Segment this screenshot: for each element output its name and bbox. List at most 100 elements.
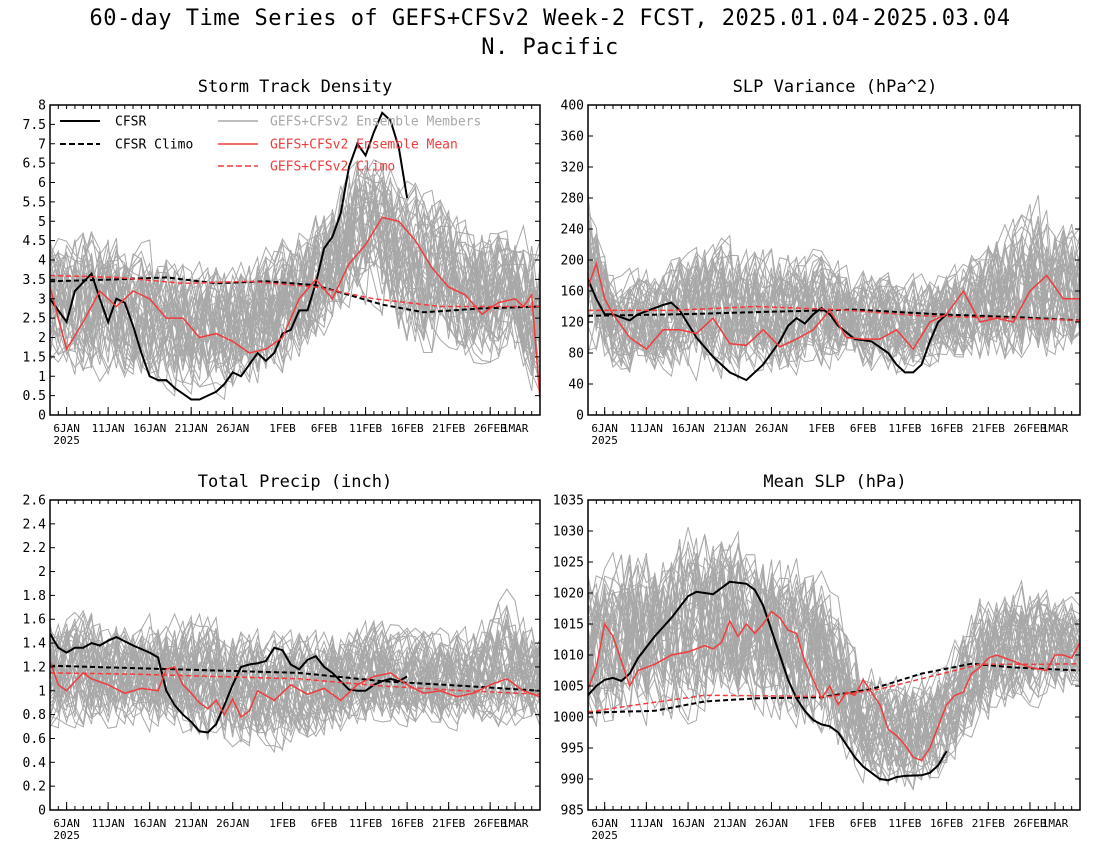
ensemble-member-line	[50, 621, 540, 734]
y-tick-label: 1.6	[23, 613, 46, 628]
x-tick-label: 21JAN	[175, 422, 208, 435]
y-tick-label: 8	[38, 99, 46, 114]
x-tick-label: 11JAN	[92, 422, 125, 435]
series-line-gefs-cfsv2-ensemble-mean	[588, 261, 1080, 351]
y-tick-label: 5.5	[23, 195, 46, 210]
series-line-gefs-cfsv2-ensemble-mean	[50, 216, 540, 400]
x-tick-label: 16FEB	[930, 817, 963, 830]
x-tick-label: 1FEB	[269, 817, 296, 830]
y-tick-label: 0.2	[23, 780, 46, 795]
x-tick-label: 11FEB	[349, 817, 382, 830]
series-line-cfsr-climo	[50, 664, 540, 692]
x-tick-label: 26FEB	[1013, 817, 1046, 830]
legend-label-gefs-cfsv2-climo: GEFS+CFSv2 Climo	[270, 160, 395, 175]
legend-label-cfsr-climo: CFSR Climo	[115, 138, 193, 153]
legend-label-gefs-cfsv2-ensemble-members: GEFS+CFSv2 Ensemble Members	[270, 115, 481, 130]
x-tick-label: 16JAN	[672, 422, 705, 435]
y-tick-label: 985	[561, 804, 584, 819]
panel-title: Mean SLP (hPa)	[763, 472, 906, 492]
y-tick-label: 0.6	[23, 732, 46, 747]
ensemble-member-line	[588, 553, 1080, 775]
y-tick-label: 7.5	[23, 118, 46, 133]
x-tick-label: 21JAN	[713, 817, 746, 830]
ensemble-member-line	[50, 612, 540, 732]
y-tick-label: 40	[568, 378, 584, 393]
ensemble-member-line	[588, 223, 1080, 371]
y-tick-label: 240	[561, 223, 584, 238]
x-tick-label: 6JAN	[591, 817, 618, 830]
y-tick-label: 0.4	[23, 756, 47, 771]
x-tick-label: 26FEB	[1013, 422, 1046, 435]
x-tick-label: 1FEB	[808, 817, 835, 830]
x-tick-label: 11FEB	[888, 817, 921, 830]
ensemble-member-line	[50, 182, 540, 388]
x-tick-label: 21FEB	[972, 817, 1005, 830]
x-tick-label: 21FEB	[432, 422, 465, 435]
y-tick-label: 1.4	[23, 637, 47, 652]
plot-area	[50, 588, 540, 754]
y-tick-label: 120	[561, 316, 584, 331]
y-tick-label: 200	[561, 254, 584, 269]
series-line-cfsr	[50, 632, 408, 734]
ensemble-member-line	[588, 195, 1080, 374]
chart-panel-mean-slp-hpa: 985 990 995 1000 1005 1010 1015 1020 1025 1030 103…	[553, 472, 1081, 842]
ensemble-member-line	[50, 168, 540, 382]
x-tick-label: 26FEB	[474, 422, 507, 435]
ensemble-member-line	[588, 554, 1080, 785]
y-tick-label: 1005	[553, 680, 584, 695]
ensemble-member-line	[588, 556, 1080, 770]
ensemble-member-line	[50, 625, 540, 725]
x-year-label: 2025	[53, 434, 80, 447]
x-year-label: 2025	[53, 829, 80, 842]
y-tick-label: 3.5	[23, 273, 46, 288]
plot-frame	[587, 104, 1081, 416]
x-tick-label: 26JAN	[216, 422, 249, 435]
legend-label-cfsr: CFSR	[115, 115, 146, 130]
y-tick-label: 0	[38, 409, 46, 424]
ensemble-member-line	[588, 572, 1080, 768]
x-tick-label: 1FEB	[808, 422, 835, 435]
x-tick-label: 21FEB	[432, 817, 465, 830]
page-subtitle: N. Pacific	[481, 35, 619, 60]
x-tick-label: 26JAN	[755, 817, 788, 830]
ensemble-member-line	[50, 185, 540, 384]
x-tick-label: 16JAN	[672, 817, 705, 830]
x-tick-label: 21FEB	[972, 422, 1005, 435]
y-tick-label: 1030	[553, 525, 584, 540]
x-tick-label: 11FEB	[349, 422, 382, 435]
page-title: 60-day Time Series of GEFS+CFSv2 Week-2 …	[89, 6, 1011, 31]
y-tick-label: 1025	[553, 556, 584, 571]
y-tick-label: 1.2	[23, 660, 46, 675]
x-tick-label: 16FEB	[930, 422, 963, 435]
x-year-label: 2025	[591, 434, 618, 447]
ensemble-member-line	[588, 247, 1080, 371]
ensemble-member-line	[50, 630, 540, 744]
y-tick-label: 7	[38, 137, 46, 152]
x-tick-label: 11JAN	[630, 422, 663, 435]
x-tick-label: 16FEB	[391, 422, 424, 435]
x-tick-label: 6FEB	[850, 817, 877, 830]
chart-panel-slp-variance-hpa-2: 0 40 80 120 160 200 240 280 320 360 400 6JAN 11JAN 16…	[561, 77, 1081, 447]
panel-title: Total Precip (inch)	[198, 472, 392, 492]
panel-title: SLP Variance (hPa^2)	[733, 77, 938, 97]
y-tick-label: 1	[38, 684, 46, 699]
x-tick-label: 6JAN	[53, 817, 80, 830]
series-line-gefs-cfsv2-climo	[50, 672, 540, 696]
ensemble-member-line	[588, 563, 1080, 791]
x-tick-label: 11FEB	[888, 422, 921, 435]
x-tick-label: 26JAN	[216, 817, 249, 830]
y-tick-label: 6	[38, 176, 46, 191]
panel-title: Storm Track Density	[198, 77, 392, 97]
y-tick-label: 2.2	[23, 541, 46, 556]
legend-label-gefs-cfsv2-ensemble-mean: GEFS+CFSv2 Ensemble Mean	[270, 138, 458, 153]
x-tick-label: 6JAN	[53, 422, 80, 435]
y-tick-label: 1035	[553, 494, 584, 509]
y-tick-label: 160	[561, 285, 584, 300]
ensemble-member-line	[50, 177, 540, 396]
x-tick-label: 16JAN	[133, 422, 166, 435]
y-tick-label: 0.5	[23, 389, 46, 404]
ensemble-member-line	[50, 619, 540, 733]
y-tick-label: 4.5	[23, 234, 46, 249]
series-line-gefs-cfsv2-climo	[588, 305, 1080, 322]
chart-panel-total-precip-inch: 0 0.2 0.4 0.6 0.8 1 1.2 1.4 1.6 1.8 2 2.2 2.4 2.6 6JAN…	[23, 472, 541, 842]
